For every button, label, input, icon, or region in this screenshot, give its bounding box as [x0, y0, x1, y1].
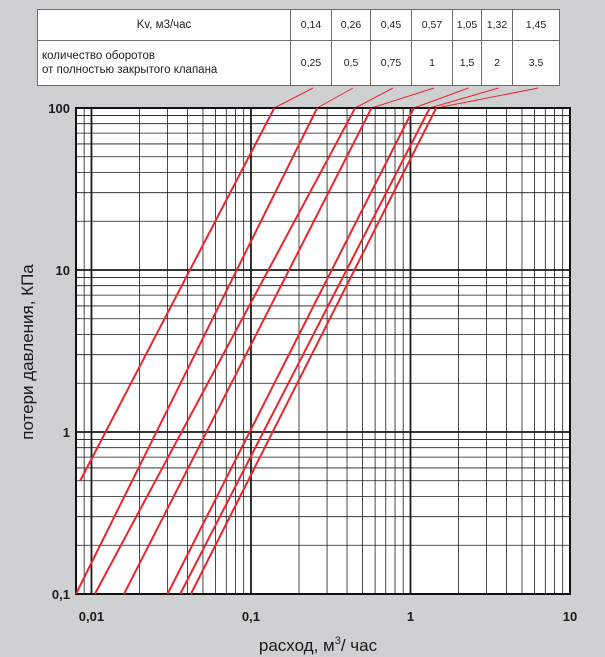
- leader-line: [317, 88, 353, 108]
- plot-area: [76, 108, 570, 594]
- x-tick-label: 0,01: [79, 609, 104, 624]
- x-tick-label: 0,1: [242, 609, 260, 624]
- y-tick-label: 1: [63, 425, 70, 440]
- x-tick-label: 1: [407, 609, 414, 624]
- y-tick-label: 100: [48, 101, 70, 116]
- y-axis-label: потери давления, КПа: [18, 264, 37, 440]
- y-tick-label: 10: [56, 263, 70, 278]
- x-axis-label: расход, м3/ час: [259, 635, 378, 655]
- x-tick-label: 10: [563, 609, 577, 624]
- x-axis-label-rest: / час: [341, 636, 378, 655]
- leader-line: [355, 88, 393, 108]
- leader-line: [274, 88, 313, 108]
- x-axis-label-main: расход, м: [259, 636, 335, 655]
- y-tick-label: 0,1: [52, 587, 70, 602]
- leader-line: [372, 88, 435, 108]
- leader-lines: [274, 88, 538, 108]
